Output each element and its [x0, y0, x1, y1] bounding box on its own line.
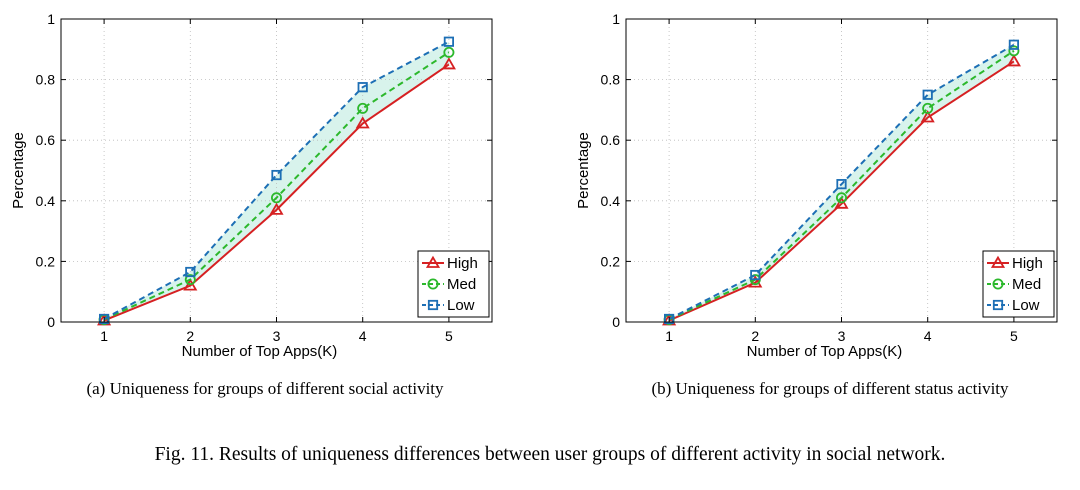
x-tick-label: 2	[751, 328, 759, 344]
x-tick-label: 3	[273, 328, 281, 344]
data-point-high	[1006, 54, 1021, 67]
data-point-med	[357, 102, 369, 114]
legend-marker-low	[427, 299, 439, 311]
y-tick-label: 0	[47, 314, 55, 330]
series-line-med	[103, 51, 450, 321]
legend-label-med: Med	[447, 276, 476, 293]
series-line-high	[103, 63, 450, 322]
series-line-med	[668, 49, 1015, 321]
data-point-low	[185, 266, 196, 278]
x-axis-label: Number of Top Apps(K)	[747, 343, 903, 360]
data-point-high	[441, 57, 456, 70]
y-tick-label: 0.4	[601, 193, 621, 209]
legend: High Med Low	[982, 250, 1055, 318]
legend-label-low: Low	[447, 297, 475, 314]
data-point-low	[99, 313, 110, 325]
data-point-med	[836, 192, 848, 204]
data-point-low	[271, 169, 282, 181]
y-axis-label: Percentage	[575, 132, 592, 209]
legend-marker-high	[425, 255, 441, 268]
x-tick-label: 5	[445, 328, 453, 344]
legend-label-low: Low	[1012, 297, 1040, 314]
data-point-med	[270, 192, 282, 204]
data-point-med	[1008, 45, 1020, 57]
series-line-low	[103, 40, 450, 320]
data-point-low	[443, 36, 455, 47]
data-point-high	[355, 116, 370, 129]
x-tick-label: 4	[924, 328, 932, 344]
legend-label-high: High	[1012, 255, 1043, 272]
data-point-high	[269, 202, 284, 215]
data-point-low	[664, 313, 675, 325]
data-point-high	[183, 278, 198, 291]
data-point-low	[1008, 39, 1020, 50]
x-tick-label: 1	[100, 328, 108, 344]
x-tick-label: 4	[359, 328, 367, 344]
y-tick-label: 0	[612, 314, 620, 330]
x-tick-label: 5	[1010, 328, 1018, 344]
data-point-med	[184, 274, 196, 286]
y-tick-label: 0.2	[601, 253, 621, 269]
data-point-low	[836, 179, 847, 190]
y-tick-label: 0.4	[36, 193, 56, 209]
data-point-high	[834, 196, 849, 209]
legend-marker-med	[427, 278, 439, 290]
series-line-high	[668, 60, 1015, 322]
legend-marker-low	[992, 299, 1004, 311]
data-point-low	[750, 269, 761, 281]
legend-marker-med	[992, 278, 1004, 290]
data-point-low	[357, 82, 368, 93]
y-tick-label: 0.8	[601, 72, 621, 88]
legend-label-high: High	[447, 255, 478, 272]
legend-marker-high	[990, 255, 1006, 268]
y-tick-label: 0.2	[36, 253, 56, 269]
chart-a: 1 2 3 4 5 0 0.2 0.4 0.6 0.8 1 Number of Top Apps(K)…	[10, 11, 493, 360]
legend-label-med: Med	[1012, 276, 1041, 293]
y-tick-label: 1	[612, 11, 620, 27]
data-point-high	[920, 110, 935, 123]
y-axis-label: Percentage	[10, 132, 27, 209]
y-tick-label: 0.6	[601, 132, 621, 148]
subcaption-b: (b) Uniqueness for groups of different s…	[651, 379, 1009, 398]
y-tick-label: 0.6	[36, 132, 56, 148]
legend: High Med Low	[417, 250, 490, 318]
y-tick-label: 0.8	[36, 72, 56, 88]
data-point-med	[443, 46, 455, 58]
y-tick-label: 1	[47, 11, 55, 27]
x-axis-label: Number of Top Apps(K)	[182, 343, 338, 360]
data-point-low	[922, 89, 933, 100]
x-tick-label: 3	[838, 328, 846, 344]
subcaption-a: (a) Uniqueness for groups of different s…	[86, 379, 444, 398]
chart-b: 1 2 3 4 5 0 0.2 0.4 0.6 0.8 1 Number of Top Apps(K)…	[575, 11, 1058, 360]
figure-caption: Fig. 11. Results of uniqueness differenc…	[155, 444, 946, 465]
series-line-low	[668, 43, 1015, 320]
x-tick-label: 2	[186, 328, 194, 344]
data-point-med	[922, 102, 934, 114]
x-tick-label: 1	[665, 328, 673, 344]
